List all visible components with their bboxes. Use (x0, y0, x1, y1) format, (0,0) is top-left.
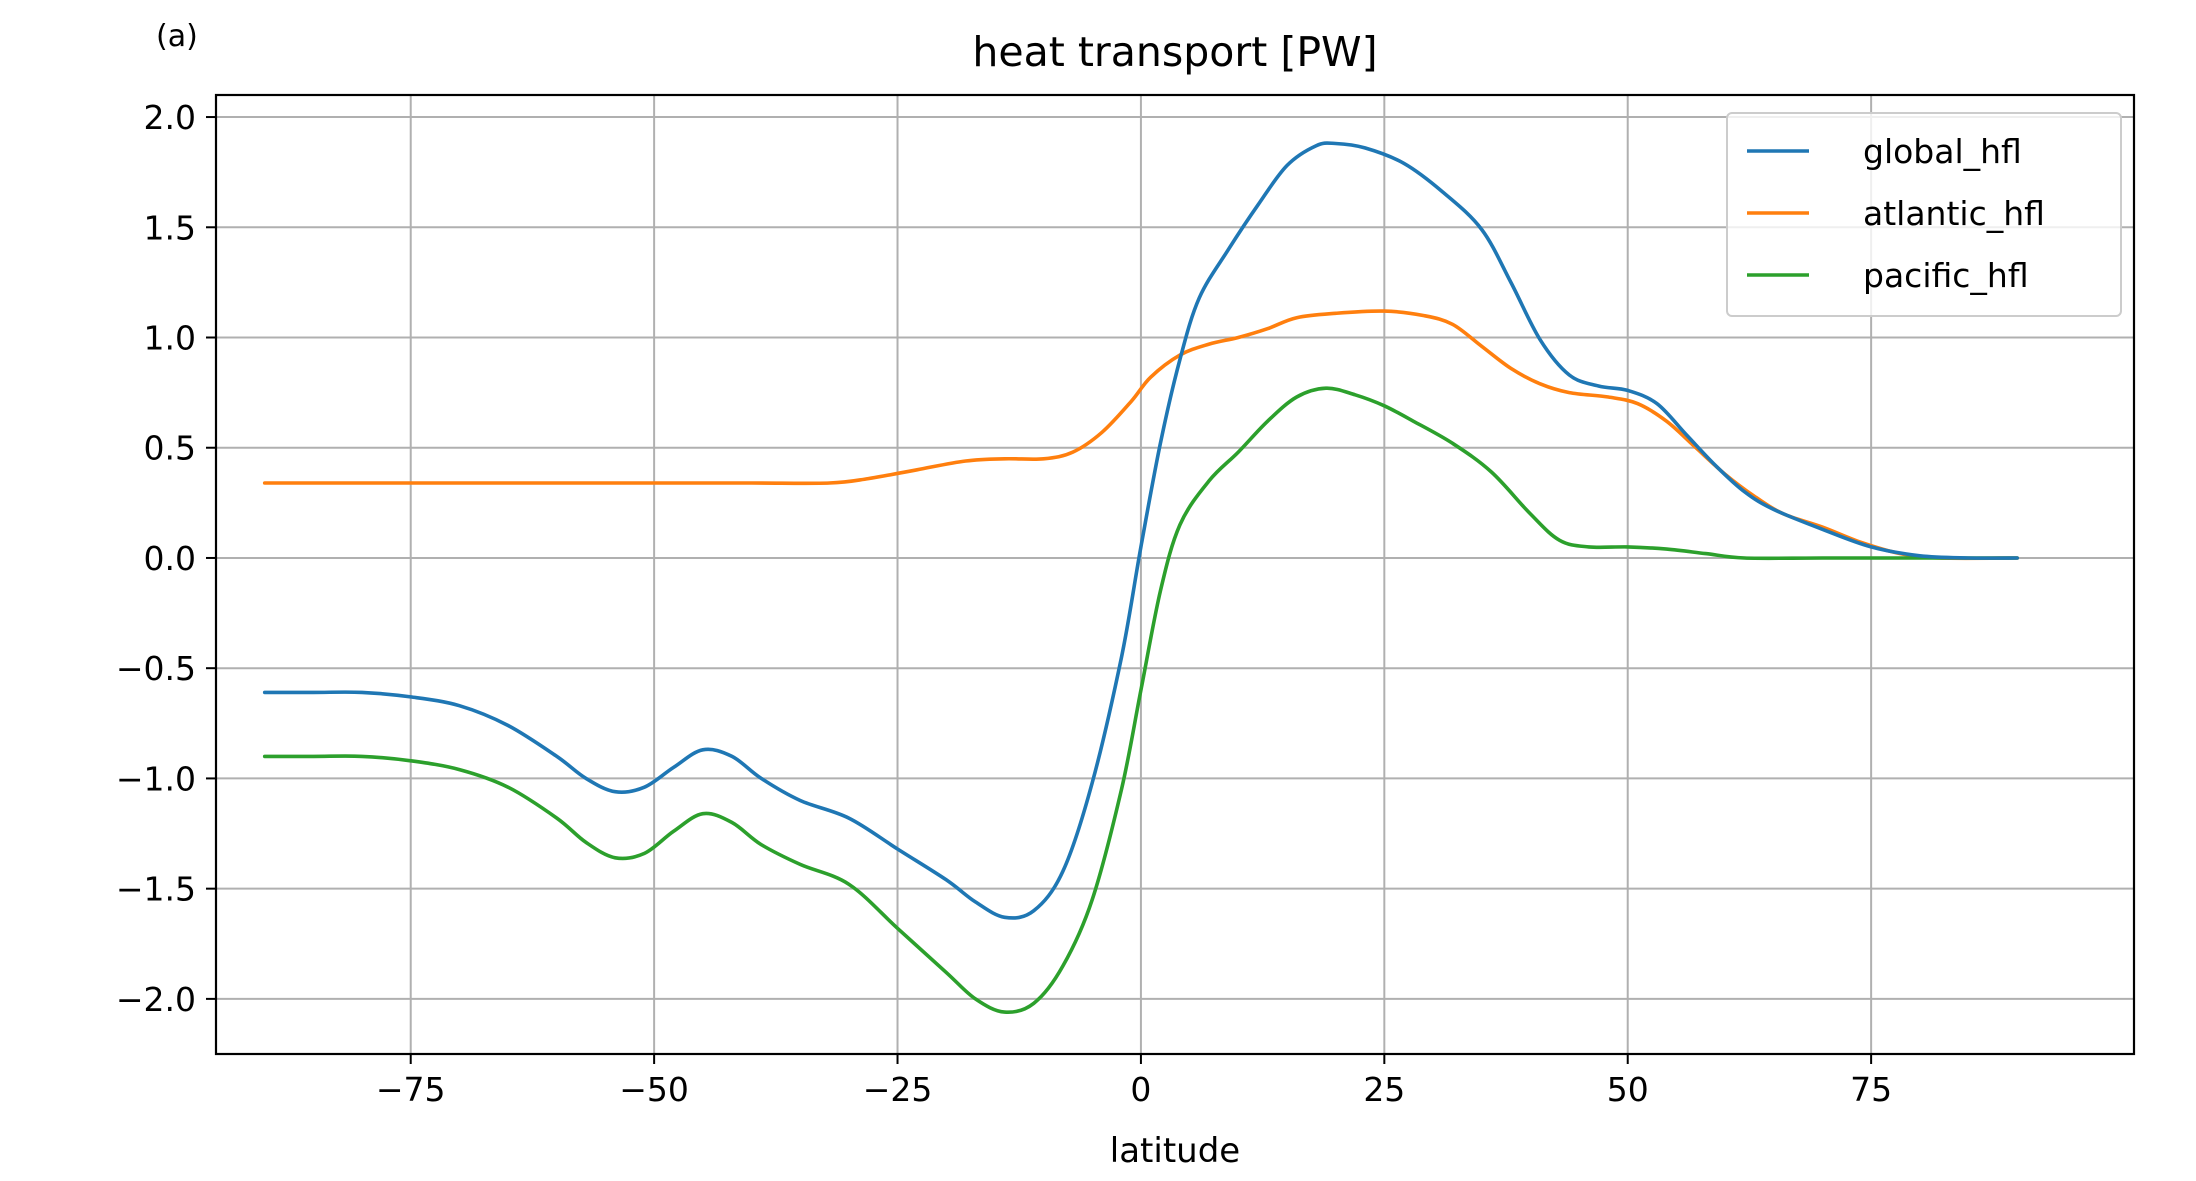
y-tick-label: 2.0 (144, 98, 196, 137)
legend-label: pacific_hfl (1863, 256, 2029, 295)
y-tick-label: −0.5 (116, 649, 196, 688)
x-tick-label: 25 (1363, 1070, 1405, 1109)
y-tick-label: −1.0 (116, 759, 196, 798)
plot-frame (214, 93, 2136, 1056)
y-tick-label: 0.5 (144, 429, 196, 468)
y-tick-label: 1.0 (144, 319, 196, 358)
series-line-pacific-hfl (262, 386, 2019, 1015)
y-tick-label: −1.5 (116, 870, 196, 909)
x-tick-label: 50 (1607, 1070, 1649, 1109)
legend-label: global_hfl (1863, 132, 2022, 171)
x-tick-label: −50 (619, 1070, 689, 1109)
x-tick-label: 75 (1850, 1070, 1892, 1109)
x-tick-label: 0 (1130, 1070, 1151, 1109)
x-tick-label: −25 (863, 1070, 933, 1109)
y-tick-label: −2.0 (116, 980, 196, 1019)
grid-lines (216, 95, 2134, 1054)
y-tick-label: 1.5 (144, 208, 196, 247)
axis-ticks: −75 −50 −25 0 25 50 75 2.0 1.5 1.0 0.5 0.0 −0.5 −1.0 −… (116, 98, 1892, 1109)
legend-entries: global_hfl atlantic_hfl pacific_hfl (1747, 132, 2045, 295)
series-lines (262, 141, 2019, 1015)
y-tick-label: 0.0 (144, 539, 196, 578)
x-axis-title: latitude (1110, 1131, 1240, 1171)
chart-title: heat transport [PW] (972, 28, 1377, 76)
legend-label: atlantic_hfl (1863, 194, 2045, 233)
series-line-global-hfl (262, 141, 2019, 920)
legend-box (1726, 112, 2122, 317)
x-tick-label: −75 (376, 1070, 446, 1109)
legend: global_hfl atlantic_hfl pacific_hfl (1726, 112, 2122, 317)
panel-label: (a) (156, 19, 198, 54)
